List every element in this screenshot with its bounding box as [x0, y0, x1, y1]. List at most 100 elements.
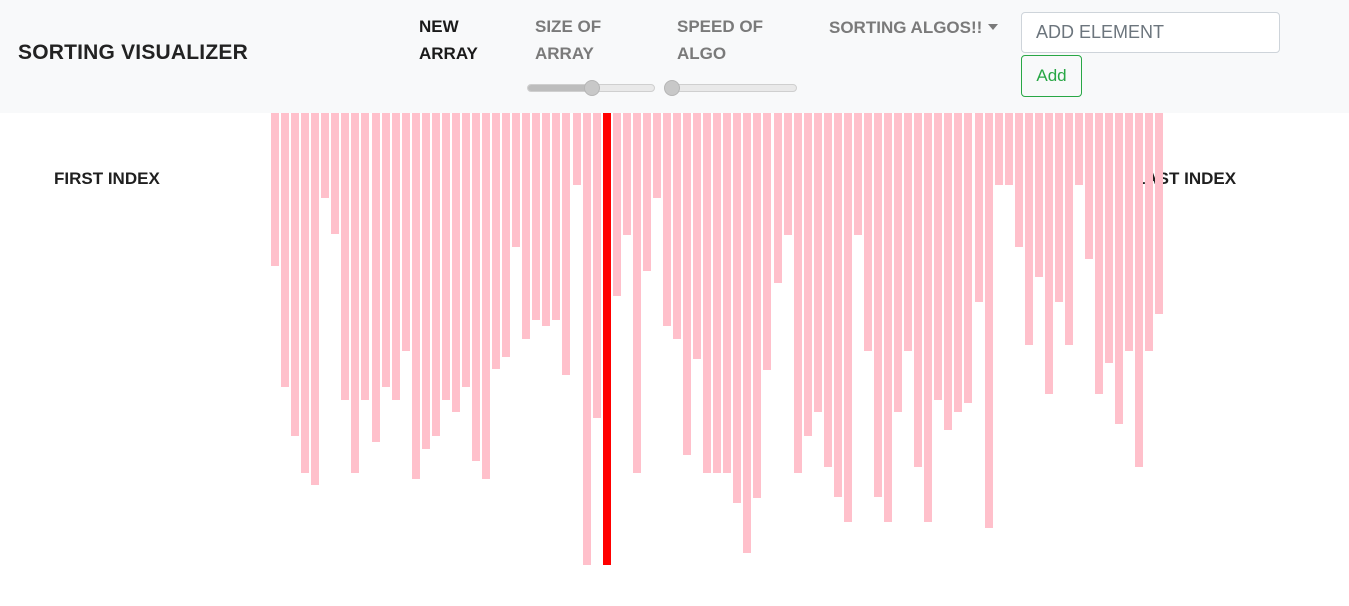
- array-bar: [824, 113, 832, 467]
- array-bar: [271, 113, 279, 266]
- array-bar: [1105, 113, 1113, 363]
- speed-label-line1: SPEED OF: [677, 17, 763, 36]
- array-bar: [402, 113, 410, 351]
- speed-slider-thumb[interactable]: [664, 80, 680, 96]
- sorting-algos-dropdown[interactable]: SORTING ALGOS!!: [829, 14, 999, 41]
- array-bar: [1135, 113, 1143, 467]
- array-bar: [291, 113, 299, 436]
- array-bar: [1115, 113, 1123, 424]
- brand-title[interactable]: SORTING VISUALIZER: [18, 41, 248, 64]
- array-bar: [884, 113, 892, 522]
- array-bar: [452, 113, 460, 412]
- array-bar: [593, 113, 601, 418]
- array-bar: [1095, 113, 1103, 394]
- array-bar: [663, 113, 671, 326]
- array-bar: [693, 113, 701, 359]
- array-bar: [954, 113, 962, 412]
- array-bar: [341, 113, 349, 400]
- array-bar: [382, 113, 390, 387]
- array-bar: [743, 113, 751, 553]
- array-bar: [964, 113, 972, 403]
- array-bar: [713, 113, 721, 473]
- array-bar: [361, 113, 369, 400]
- array-bar: [1155, 113, 1163, 314]
- array-bar: [814, 113, 822, 412]
- size-label-line1: SIZE OF: [535, 17, 602, 36]
- array-bar: [562, 113, 570, 375]
- size-label-line2: ARRAY: [535, 44, 594, 63]
- array-bar: [914, 113, 922, 467]
- size-slider[interactable]: [527, 80, 655, 96]
- array-bar: [985, 113, 993, 528]
- new-array-label-line2: ARRAY: [419, 44, 478, 63]
- array-bar: [613, 113, 621, 296]
- speed-slider[interactable]: [664, 80, 797, 96]
- navbar: SORTING VISUALIZER NEW ARRAY SIZE OF ARR…: [0, 0, 1349, 113]
- array-bar: [1035, 113, 1043, 277]
- array-bar: [794, 113, 802, 473]
- array-bar: [331, 113, 339, 234]
- array-bar: [281, 113, 289, 387]
- array-bar: [311, 113, 319, 485]
- array-bar: [944, 113, 952, 430]
- array-bar: [804, 113, 812, 436]
- size-slider-fill: [528, 85, 591, 91]
- array-bar: [351, 113, 359, 473]
- array-bar: [412, 113, 420, 479]
- array-bar: [542, 113, 550, 326]
- new-array-button[interactable]: NEW ARRAY: [419, 13, 478, 67]
- array-bar: [583, 113, 591, 565]
- array-bar: [934, 113, 942, 400]
- array-bar: [774, 113, 782, 283]
- array-bar: [753, 113, 761, 498]
- array-bar: [904, 113, 912, 351]
- array-bar: [834, 113, 842, 497]
- first-index-label: FIRST INDEX: [54, 169, 160, 188]
- array-bar: [372, 113, 380, 442]
- array-bar: [784, 113, 792, 235]
- array-bar: [683, 113, 691, 455]
- active-bar: [603, 113, 611, 565]
- array-bar: [462, 113, 470, 387]
- array-bar: [924, 113, 932, 522]
- size-slider-thumb[interactable]: [584, 80, 600, 96]
- array-bar: [633, 113, 641, 473]
- array-bar: [492, 113, 500, 369]
- array-bar: [854, 113, 862, 235]
- array-bar: [673, 113, 681, 339]
- caret-down-icon: [988, 23, 999, 30]
- array-bar: [653, 113, 661, 198]
- array-bar: [301, 113, 309, 473]
- add-element-input[interactable]: [1021, 12, 1280, 53]
- array-bar: [472, 113, 480, 461]
- array-bar: [482, 113, 490, 479]
- array-bar: [874, 113, 882, 497]
- array-bar: [392, 113, 400, 400]
- array-bar: [1045, 113, 1053, 394]
- speed-label-line2: ALGO: [677, 44, 727, 63]
- array-bar: [1015, 113, 1023, 247]
- array-bar: [723, 113, 731, 473]
- array-bar: [1055, 113, 1063, 302]
- add-button[interactable]: Add: [1021, 55, 1082, 97]
- array-bar: [995, 113, 1003, 185]
- array-bar: [552, 113, 560, 320]
- array-bar: [502, 113, 510, 357]
- array-bar: [442, 113, 450, 400]
- array-bar: [1005, 113, 1013, 185]
- array-bar: [643, 113, 651, 271]
- array-bar: [532, 113, 540, 320]
- speed-of-algo-label: SPEED OF ALGO: [677, 13, 763, 67]
- array-bar: [733, 113, 741, 503]
- array-bar: [321, 113, 329, 198]
- array-bar: [703, 113, 711, 473]
- array-bar: [894, 113, 902, 412]
- array-bar: [1065, 113, 1073, 345]
- array-bar: [1085, 113, 1093, 259]
- array-bar: [432, 113, 440, 436]
- array-bar: [522, 113, 530, 339]
- bars-container: [0, 113, 1349, 583]
- array-bar: [1125, 113, 1133, 351]
- array-bar: [422, 113, 430, 449]
- array-bar: [763, 113, 771, 370]
